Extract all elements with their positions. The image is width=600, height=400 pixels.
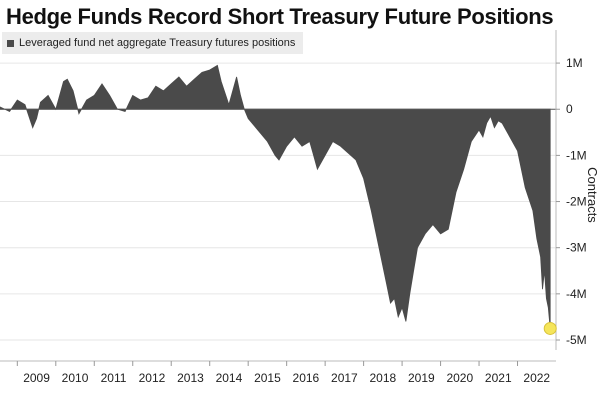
axes: [0, 30, 557, 362]
x-tick-label: 2022: [523, 371, 550, 385]
latest-point-marker: [543, 321, 557, 335]
y-tick-label: -5M: [566, 333, 587, 347]
x-tick-label: 2021: [485, 371, 512, 385]
y-tick-label: -1M: [566, 148, 587, 162]
y-tick-label: 1M: [566, 56, 583, 70]
x-tick-label: 2018: [369, 371, 396, 385]
x-tick-label: 2020: [446, 371, 473, 385]
y-tick-label: -3M: [566, 241, 587, 255]
chart-title: Hedge Funds Record Short Treasury Future…: [6, 4, 554, 29]
y-tick-label: 0: [566, 102, 573, 116]
y-axis-labels: 1M 0 -1M -2M -3M -4M -5M: [556, 56, 587, 347]
x-tick-label: 2014: [216, 371, 243, 385]
gridlines: [0, 62, 556, 341]
x-axis-labels: 2009 2010 2011 2012 2013 2014 2015 2016 2017 2018…: [16, 361, 550, 385]
x-tick-label: 2011: [101, 371, 127, 385]
legend-label: Leveraged fund net aggregate Treasury fu…: [19, 37, 296, 49]
x-tick-label: 2009: [23, 371, 50, 385]
plot-area: [0, 64, 551, 329]
x-tick-label: 2013: [177, 371, 204, 385]
y-tick-label: -4M: [566, 287, 587, 301]
area-series: [0, 64, 551, 329]
chart-legend: Leveraged fund net aggregate Treasury fu…: [2, 32, 304, 54]
x-tick-label: 2012: [139, 371, 166, 385]
y-tick-label: -2M: [566, 195, 587, 209]
x-tick-label: 2017: [331, 371, 358, 385]
x-tick-label: 2016: [293, 371, 320, 385]
x-tick-label: 2019: [408, 371, 435, 385]
x-tick-label: 2015: [254, 371, 281, 385]
y-axis-title: Contracts: [585, 167, 600, 223]
legend-swatch: [7, 39, 14, 47]
x-tick-label: 2010: [62, 371, 89, 385]
